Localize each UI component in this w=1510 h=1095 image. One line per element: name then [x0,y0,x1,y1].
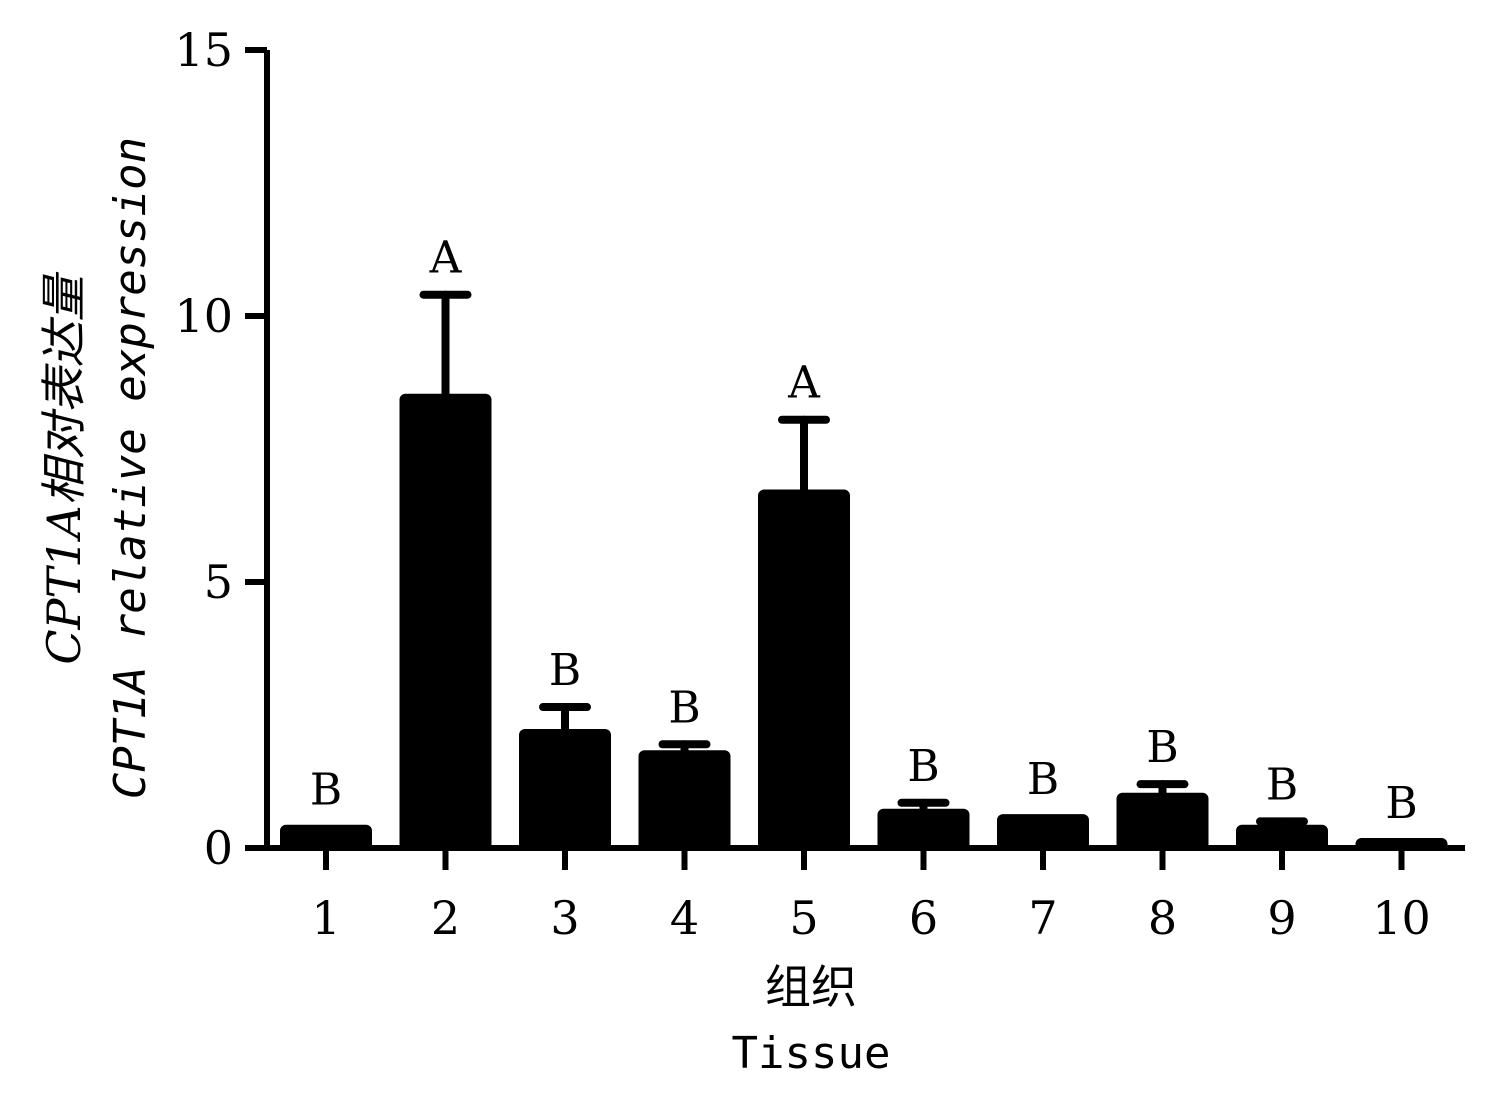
bar [280,824,372,850]
significance-label: B [668,682,700,733]
x-tick-label: 2 [431,891,460,945]
significance-label: B [907,741,939,792]
bar [758,489,850,850]
bar [399,393,492,850]
y-tick-label: 15 [174,23,233,77]
significance-label: A [429,233,463,284]
x-tick-label: 9 [1267,891,1296,945]
x-axis-title-english: Tissue [732,1028,891,1079]
bar [1116,792,1209,850]
bar [638,750,731,850]
significance-label: B [1027,754,1059,805]
x-axis-title-chinese: 组织 [765,960,857,1014]
x-tick-label: 5 [789,891,818,945]
significance-label: A [787,358,821,409]
significance-label: B [1266,759,1298,810]
significance-label: B [1146,722,1178,773]
y-tick-label: 10 [174,289,233,343]
bar [1355,838,1448,851]
bars [280,393,1448,851]
x-tick-label: 6 [909,891,938,945]
significance-label: B [310,765,342,816]
y-tick-label: 0 [204,821,233,875]
x-tick-label: 10 [1372,891,1431,945]
significance-label: B [549,645,581,696]
bar [519,728,611,851]
x-tick-label: 7 [1028,891,1057,945]
bar [997,814,1089,851]
bar [877,808,970,851]
significance-label: B [1385,778,1417,829]
x-tick-label: 8 [1148,891,1177,945]
y-axis-title-chinese: CPT1A相对表达量 [37,271,91,664]
labels: 0 5 10 15 1 B 2 A 3 B 4 B 5 A 6 B 7 B 8 B 9 B 10 B [174,23,1430,945]
error-bars [419,290,1308,831]
y-axis-title-english: CPT1A relative expression [105,137,156,799]
x-tick-label: 3 [550,891,579,945]
x-tick-label: 1 [311,891,340,945]
x-tick-label: 4 [670,891,699,945]
y-tick-label: 5 [204,555,233,609]
